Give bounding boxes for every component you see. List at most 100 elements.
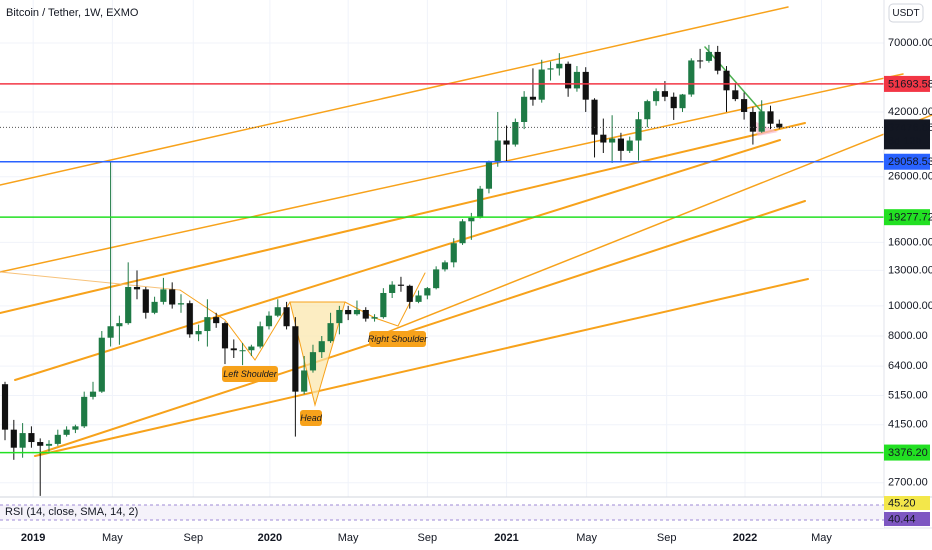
candle-body [1,384,9,430]
candle-body [221,323,229,349]
rsi-tag [884,496,930,510]
x-tick-label: May [102,532,123,544]
channel-line [14,139,781,381]
candle-body [626,140,633,151]
candle-body [485,162,493,189]
rsi-tags: 45.20 40.44 [884,496,930,526]
candle-body [45,443,53,446]
axis: 70000.00 42000.00 26000.00 16000.00 13000.00… [21,37,932,544]
candle-body [714,51,721,71]
candle-body [582,71,589,100]
y-tick-label: 10000.00 [888,300,932,312]
candle-body [160,289,167,302]
y-tick-label: 4150.00 [888,419,928,431]
candles [1,44,783,496]
candle-body [600,134,607,143]
candle-body [609,138,616,143]
candle-body [239,350,246,352]
channel-line [379,114,932,336]
candle-body [468,217,475,222]
candle-body [213,317,220,324]
annotation-box [222,366,278,382]
candle-body [688,60,695,95]
x-tick-label: 2022 [733,532,757,544]
x-tick-label: May [338,532,359,544]
candle-body [441,262,449,270]
candle-body [292,326,299,392]
candle-body [697,60,704,62]
candle-body [758,111,765,132]
channel-line [0,6,789,186]
rsi-band [0,505,884,520]
annotation: Left Shoulder [223,369,278,379]
candle-body [318,341,325,353]
y-tick-label: 8000.00 [888,330,928,342]
drawings [0,6,932,457]
candle-body [81,396,88,427]
last-price-label: 37476.66 [888,122,932,134]
candle-body [230,348,237,351]
chart-title: Bitcoin / Tether, 1W, EXMO [6,7,139,19]
y-tick-label: 6400.00 [888,360,928,372]
x-tick-label: Sep [418,532,438,544]
candle-body [644,101,651,120]
candle-body [353,309,361,315]
channel-line [0,122,806,314]
annotation-box [300,410,322,426]
annotation-box [369,331,426,347]
candle-body [512,121,519,145]
levels [0,83,884,454]
candle-body [635,119,642,141]
candle-body [125,286,132,324]
candle-body [283,307,290,327]
candle-body [301,370,308,392]
candle-body [133,286,141,290]
y-tick-label: 5150.00 [888,389,928,401]
annotation: Head [300,413,323,423]
y-tick-label: 2700.00 [888,477,928,489]
level-tag-label: 29058.53 [888,156,932,168]
candle-body [142,289,149,313]
candle-body [723,70,730,91]
candle-body [37,442,44,446]
candle-body [653,91,660,102]
channel-line [0,73,904,273]
y-tick-label: 16000.00 [888,236,932,248]
level-tag [884,153,930,170]
candle-body [705,51,712,61]
x-tick-label: 2019 [21,532,45,544]
candle-body [679,94,686,109]
rsi-tag-label: 45.20 [888,497,916,509]
rsi-tag [884,512,930,526]
candle-body [98,337,105,392]
candle-body [362,309,369,319]
candle-body [565,63,572,89]
candle-body [389,284,396,293]
candle-body [274,307,281,316]
candle-body [72,426,79,430]
x-tick-label: May [811,532,832,544]
candle-body [591,99,598,135]
level-tag-label: 3376.20 [888,447,928,459]
level-tag-label: 51693.58 [888,78,932,90]
x-tick-label: Sep [184,532,204,544]
neckline [0,271,181,291]
x-tick-label: May [576,532,597,544]
candle-body [169,289,176,305]
y-tick-label: 26000.00 [888,171,932,183]
annotation-labels: Left Shoulder Head Right Shoulder [222,331,428,426]
annotation: Right Shoulder [368,334,429,344]
candle-body [450,243,457,263]
candle-body [257,326,264,347]
candle-body [28,433,35,443]
currency-label[interactable]: USDT [892,8,919,19]
candle-body [547,68,554,70]
candle-body [177,303,185,305]
candle-body [529,96,537,100]
currency-button[interactable] [888,3,924,23]
rsi-label: RSI (14, close, SMA, 14, 2) [5,506,138,518]
candle-body [151,301,158,313]
candle-body [521,96,528,122]
candle-body [265,315,273,327]
